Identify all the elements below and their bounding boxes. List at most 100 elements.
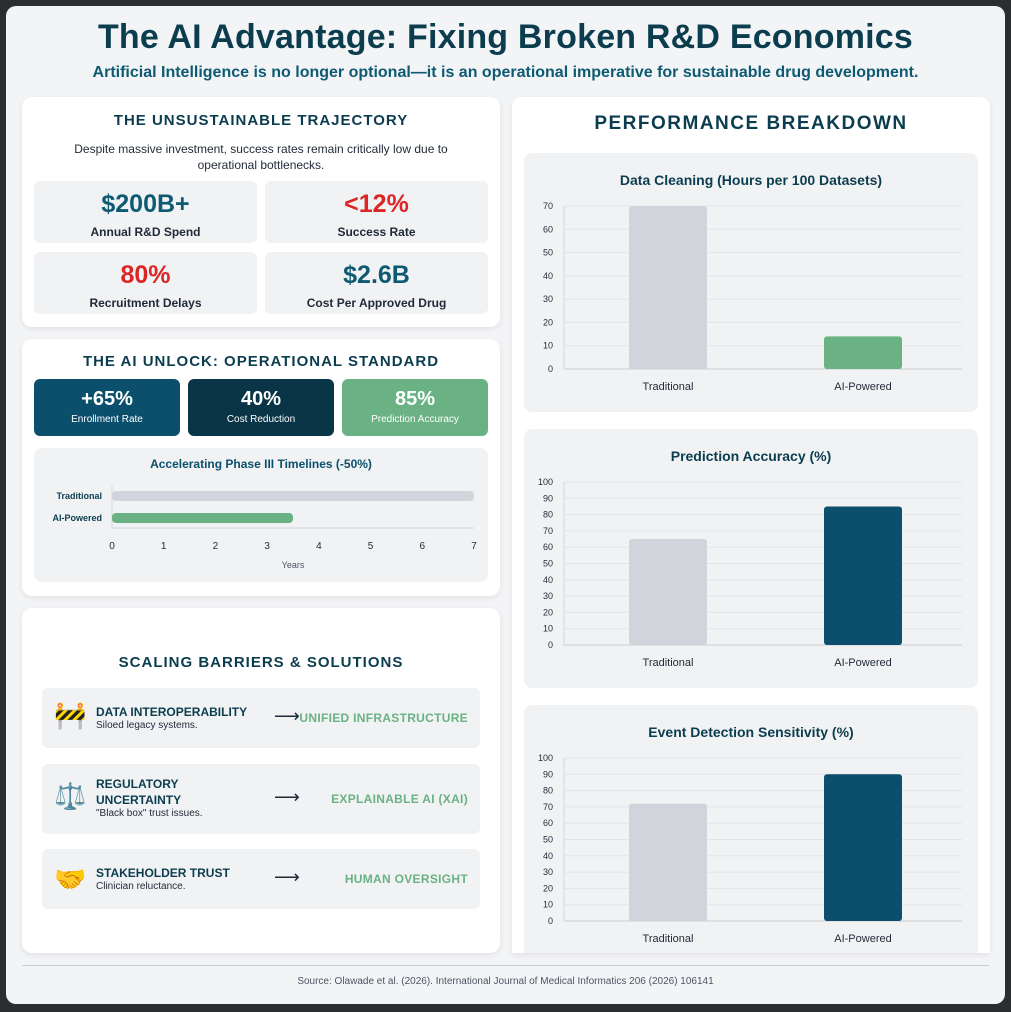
metric-value: 85% [394, 388, 436, 410]
tick-label: 80 [543, 786, 553, 796]
tick-label: 100 [538, 477, 553, 487]
bar-ai-powered [112, 513, 293, 523]
data-cleaning-chart: 0 10 20 30 40 50 60 70 Traditional AI-Powered [543, 201, 962, 393]
chart-title: Accelerating Phase III Timelines (-50%) [150, 457, 372, 471]
event-detection-chart-panel: Event Detection Sensitivity (%) 0 10 20 30 4… [524, 705, 978, 953]
tick-label: 100 [538, 753, 553, 763]
metric-label: Enrollment Rate [71, 414, 143, 425]
tick-label: 7 [471, 541, 477, 552]
prediction-accuracy-chart: 0 10 20 30 40 50 60 70 80 90 100 Traditional AI-Powe… [538, 477, 962, 669]
barrier-title: STAKEHOLDER TRUST [96, 866, 230, 880]
chart-title: Prediction Accuracy (%) [670, 448, 832, 464]
bar-traditional [629, 206, 707, 369]
category-label: AI-Powered [52, 513, 102, 523]
category-label: AI-Powered [834, 381, 891, 393]
metric-label: Cost Reduction [226, 414, 296, 425]
metric-value: 40% [240, 388, 282, 410]
tick-label: 50 [543, 835, 553, 845]
stat-rd-spend: $200B+ Annual R&D Spend [34, 181, 257, 243]
bar-ai-powered [824, 336, 902, 369]
chart-title: Data Cleaning (Hours per 100 Datasets) [619, 172, 883, 188]
prediction-accuracy-chart-panel: Prediction Accuracy (%) 0 10 20 30 40 50 60 70 8… [524, 429, 978, 688]
handshake-icon: 🤝 [54, 864, 87, 894]
ai-unlock-card: THE AI UNLOCK: OPERATIONAL STANDARD +65%… [22, 339, 500, 596]
trajectory-description: Despite massive investment, success rate… [74, 142, 448, 172]
bar-ai-powered [824, 506, 902, 645]
tick-label: 1 [161, 541, 167, 552]
x-axis-label: Years [282, 560, 305, 570]
barrier-solution: EXPLAINABLE AI (XAI) [331, 792, 468, 806]
event-detection-chart: 0 10 20 30 40 50 60 70 80 90 100 Traditional AI-Powe… [538, 753, 962, 945]
stat-value: <12% [344, 190, 409, 218]
tick-label: 90 [543, 493, 553, 503]
tick-label: 4 [316, 541, 322, 552]
category-label: AI-Powered [834, 933, 891, 945]
arrow-right-icon: ⟶ [274, 787, 300, 807]
tick-label: 30 [543, 294, 553, 304]
footer-source: Source: Olawade et al. (2026). Internati… [297, 976, 714, 987]
stat-value: $2.6B [343, 261, 410, 289]
category-label: Traditional [643, 657, 694, 669]
stat-label: Cost Per Approved Drug [306, 296, 447, 310]
tick-label: 30 [543, 591, 553, 601]
stat-label: Annual R&D Spend [90, 225, 201, 239]
barrier-stakeholder-trust: 🤝 STAKEHOLDER TRUST Clinician reluctance… [42, 849, 480, 909]
tick-label: 20 [543, 317, 553, 327]
tick-label: 70 [543, 526, 553, 536]
stat-value: 80% [120, 261, 171, 289]
scales-icon: ⚖️ [54, 781, 87, 811]
metric-cost-reduction: 40% Cost Reduction [188, 379, 334, 436]
stat-label: Recruitment Delays [89, 296, 202, 310]
timeline-chart-panel: Accelerating Phase III Timelines (-50%) T… [34, 448, 488, 582]
category-label: Traditional [643, 381, 694, 393]
arrow-right-icon: ⟶ [274, 706, 300, 726]
tick-label: 20 [543, 607, 553, 617]
metric-prediction-accuracy: 85% Prediction Accuracy [342, 379, 488, 436]
performance-heading: PERFORMANCE BREAKDOWN [594, 113, 908, 134]
tick-label: 80 [543, 510, 553, 520]
barrier-description: Siloed legacy systems. [96, 720, 198, 731]
page-subtitle: Artificial Intelligence is no longer opt… [92, 64, 919, 81]
trajectory-heading: THE UNSUSTAINABLE TRAJECTORY [113, 112, 409, 129]
tick-label: 0 [548, 916, 553, 926]
tick-label: 10 [543, 900, 553, 910]
ai-unlock-heading: THE AI UNLOCK: OPERATIONAL STANDARD [82, 353, 440, 370]
trajectory-card: THE UNSUSTAINABLE TRAJECTORY Despite mas… [22, 97, 500, 327]
tick-label: 70 [543, 802, 553, 812]
tick-label: 0 [548, 364, 553, 374]
arrow-right-icon: ⟶ [274, 867, 300, 887]
stat-cost-per-drug: $2.6B Cost Per Approved Drug [265, 252, 488, 314]
bar-traditional [629, 803, 707, 921]
barrier-description: Clinician reluctance. [96, 881, 186, 892]
tick-label: 60 [543, 224, 553, 234]
tick-label: 40 [543, 851, 553, 861]
tick-label: 60 [543, 542, 553, 552]
barrier-solution: HUMAN OVERSIGHT [344, 872, 468, 886]
tick-label: 3 [264, 541, 270, 552]
bar-ai-powered [824, 774, 902, 921]
tick-label: 6 [420, 541, 426, 552]
tick-label: 40 [543, 575, 553, 585]
tick-label: 60 [543, 818, 553, 828]
tick-label: 40 [543, 271, 553, 281]
barrier-description: "Black box" trust issues. [96, 808, 203, 819]
barriers-heading: SCALING BARRIERS & SOLUTIONS [118, 654, 404, 671]
tick-label: 10 [543, 341, 553, 351]
category-label: Traditional [643, 933, 694, 945]
category-label: Traditional [56, 491, 102, 501]
stat-value: $200B+ [101, 190, 190, 218]
metric-label: Prediction Accuracy [371, 414, 459, 425]
tick-label: 50 [543, 559, 553, 569]
barrier-title: DATA INTEROPERABILITY [96, 705, 248, 719]
timeline-chart: Accelerating Phase III Timelines (-50%) T… [52, 457, 477, 570]
barrier-data-interoperability: 🚧 DATA INTEROPERABILITY Siloed legacy sy… [42, 688, 480, 748]
barrier-solution: UNIFIED INFRASTRUCTURE [299, 711, 468, 725]
tick-label: 5 [368, 541, 374, 552]
tick-label: 10 [543, 624, 553, 634]
barrier-regulatory-uncertainty: ⚖️ REGULATORY UNCERTAINTY "Black box" tr… [42, 764, 480, 834]
tick-label: 0 [548, 640, 553, 650]
tick-label: 90 [543, 769, 553, 779]
metric-enrollment-rate: +65% Enrollment Rate [34, 379, 180, 436]
tick-label: 0 [109, 541, 115, 552]
tick-label: 70 [543, 201, 553, 211]
